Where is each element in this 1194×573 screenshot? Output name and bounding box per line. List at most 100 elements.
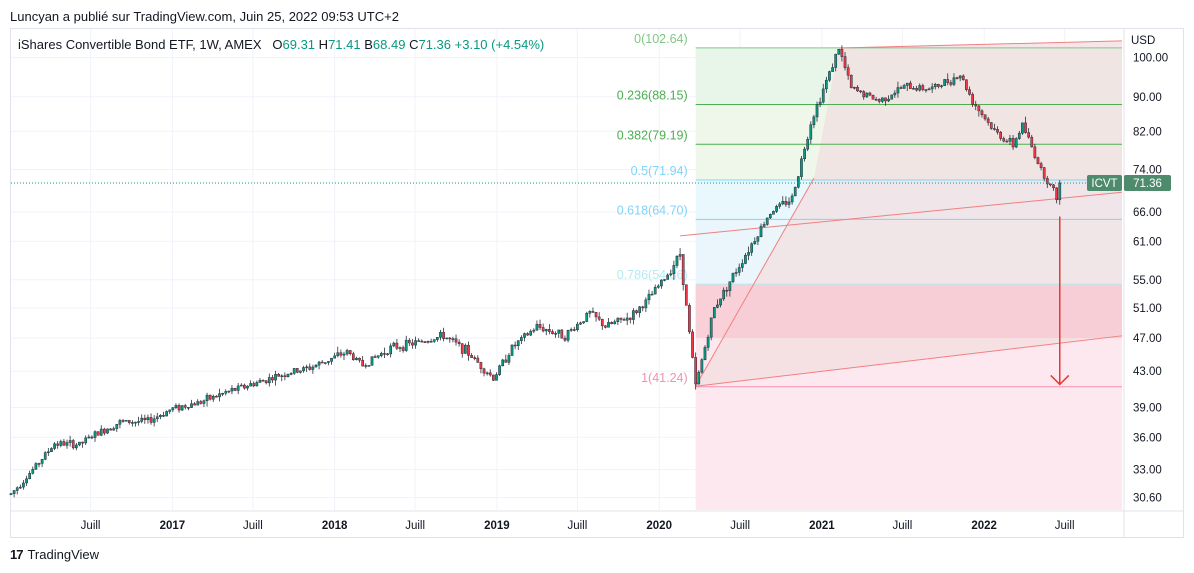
- candle: [1033, 143, 1037, 160]
- candle: [622, 317, 626, 321]
- candle-body: [666, 274, 669, 280]
- candle-body: [843, 56, 847, 68]
- candle: [31, 466, 35, 475]
- candle-body: [165, 411, 168, 417]
- fib-level-label: 0.618(64.70): [617, 203, 688, 217]
- candle-body: [488, 372, 492, 376]
- candle: [215, 395, 218, 398]
- candle: [868, 91, 872, 97]
- candle: [681, 254, 685, 291]
- candle-body: [146, 417, 150, 421]
- candle-body: [258, 380, 262, 383]
- candle-body: [881, 97, 884, 102]
- candle: [177, 403, 181, 413]
- candle: [249, 380, 252, 387]
- candle: [579, 321, 582, 326]
- candle-body: [215, 395, 218, 398]
- candle: [473, 355, 477, 361]
- candle: [548, 324, 551, 335]
- candle: [656, 284, 660, 289]
- candle-body: [199, 401, 203, 404]
- candle: [759, 223, 763, 238]
- candle-body: [103, 428, 106, 434]
- candle: [233, 387, 237, 392]
- time-tick-label: Juill: [892, 520, 912, 532]
- candle-body: [977, 105, 981, 112]
- candle: [127, 420, 131, 425]
- candle: [90, 435, 94, 440]
- candle-body: [1055, 187, 1058, 201]
- candle: [339, 349, 343, 358]
- candle-body: [731, 273, 735, 282]
- candle-body: [520, 337, 523, 341]
- candle: [647, 289, 651, 305]
- candle: [476, 355, 480, 363]
- candle: [351, 351, 355, 361]
- price-tick-label: 43.00: [1133, 366, 1162, 378]
- candle-body: [784, 201, 788, 205]
- candle-body: [143, 417, 147, 421]
- channel-lower-line: [695, 335, 1123, 387]
- tradingview-brand[interactable]: 17 TradingView: [10, 547, 99, 562]
- candle: [728, 281, 732, 297]
- candle-body: [264, 380, 268, 384]
- candle: [211, 394, 215, 402]
- candle-body: [280, 375, 284, 377]
- candle: [510, 344, 514, 357]
- candle-body: [868, 92, 872, 96]
- candle-body: [840, 49, 844, 57]
- candle-body: [345, 350, 349, 355]
- price-tick-label: 61.00: [1133, 236, 1162, 248]
- candle: [772, 210, 775, 215]
- candle: [246, 385, 249, 391]
- candle-body: [96, 431, 100, 436]
- candle-body: [510, 344, 514, 356]
- candle-body: [174, 405, 178, 408]
- candle: [183, 403, 187, 410]
- candle: [1011, 134, 1015, 150]
- candle-body: [734, 272, 738, 274]
- last-price-tag-label: 71.36: [1133, 178, 1162, 190]
- high-label: H: [318, 37, 329, 52]
- candle-body: [417, 340, 421, 342]
- price-tick-label: 33.00: [1133, 465, 1162, 477]
- candle: [762, 221, 766, 228]
- candle-body: [532, 329, 536, 332]
- candle: [1045, 175, 1049, 188]
- candle: [859, 90, 862, 94]
- candle: [818, 97, 822, 108]
- candle: [65, 439, 69, 449]
- candle: [557, 329, 561, 338]
- candle: [597, 312, 601, 322]
- candle-body: [395, 342, 399, 349]
- candle: [96, 431, 100, 436]
- candle-body: [221, 393, 224, 395]
- candle-body: [513, 344, 517, 347]
- candle-body: [249, 383, 252, 387]
- candle-body: [423, 341, 427, 344]
- candle: [871, 94, 875, 100]
- candle: [927, 87, 931, 91]
- candle: [180, 405, 184, 412]
- fib-level-label: 0.786(54.36): [617, 268, 688, 282]
- candle: [716, 299, 719, 309]
- candle: [264, 380, 268, 385]
- candle-body: [927, 88, 931, 91]
- candle-body: [292, 368, 296, 374]
- fib-level-label: 1(41.24): [641, 371, 688, 385]
- candle: [131, 420, 134, 427]
- candle: [974, 100, 978, 111]
- candle-body: [62, 441, 66, 446]
- candle: [460, 343, 464, 358]
- candle-body: [193, 403, 196, 406]
- candle-body: [591, 311, 595, 313]
- candle: [778, 202, 782, 209]
- candle: [208, 394, 212, 401]
- candle: [1030, 134, 1034, 148]
- candle-body: [448, 337, 452, 340]
- candle-body: [566, 330, 570, 341]
- candle-body: [78, 441, 81, 446]
- candle-body: [856, 87, 859, 92]
- candle-body: [355, 357, 358, 361]
